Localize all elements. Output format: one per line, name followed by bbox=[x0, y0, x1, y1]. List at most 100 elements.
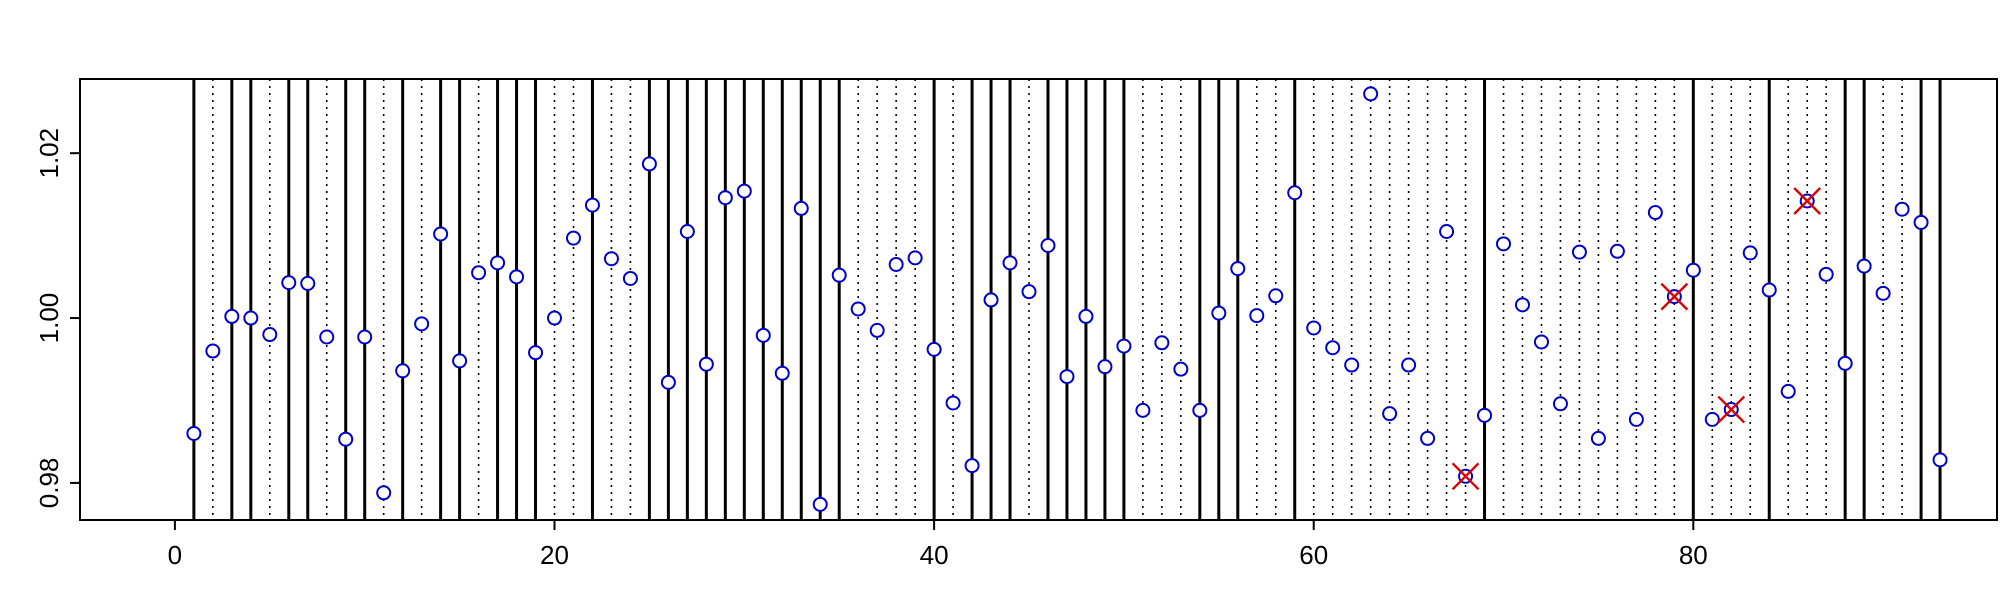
data-point bbox=[1192, 402, 1208, 418]
data-point bbox=[452, 353, 468, 369]
data-point bbox=[1363, 86, 1379, 102]
data-point bbox=[395, 363, 411, 379]
data-point bbox=[1571, 244, 1587, 260]
x-axis: 0 20 40 60 80 bbox=[168, 520, 1708, 570]
data-point bbox=[1932, 452, 1948, 468]
data-point bbox=[1116, 338, 1132, 354]
data-point bbox=[1040, 238, 1056, 254]
flag-x-marker bbox=[1717, 395, 1746, 424]
data-point bbox=[1097, 359, 1113, 375]
data-point bbox=[300, 275, 316, 291]
data-point bbox=[1249, 308, 1265, 324]
data-point bbox=[1325, 340, 1341, 356]
data-point bbox=[660, 374, 676, 390]
plot-frame bbox=[79, 78, 1998, 521]
data-point bbox=[831, 267, 847, 283]
data-point bbox=[1894, 201, 1910, 217]
flag-x-stroke bbox=[1793, 187, 1822, 215]
data-point bbox=[319, 329, 335, 345]
data-point bbox=[907, 250, 923, 266]
data-point bbox=[1173, 361, 1189, 377]
data-point bbox=[1344, 357, 1360, 373]
flag-x-marker bbox=[1793, 187, 1822, 215]
data-point bbox=[338, 431, 354, 447]
y-tick-label: 1.02 bbox=[34, 128, 64, 179]
data-point bbox=[641, 156, 657, 172]
flag-x-stroke bbox=[1451, 462, 1480, 491]
flag-x-marker bbox=[1451, 462, 1480, 491]
data-point bbox=[1059, 369, 1075, 385]
data-point bbox=[471, 265, 487, 281]
data-point bbox=[1477, 407, 1493, 423]
data-point bbox=[622, 270, 638, 286]
data-point bbox=[1628, 411, 1644, 427]
data-point bbox=[243, 310, 259, 326]
flagged-markers bbox=[1451, 187, 1822, 491]
data-point bbox=[1837, 355, 1853, 371]
data-point bbox=[1856, 258, 1872, 274]
data-point bbox=[1306, 320, 1322, 336]
data-point bbox=[983, 292, 999, 308]
data-point bbox=[1135, 402, 1151, 418]
data-point bbox=[1533, 334, 1549, 350]
data-point bbox=[717, 190, 733, 206]
data-point bbox=[433, 226, 449, 242]
data-point bbox=[186, 425, 202, 441]
x-tick-label: 60 bbox=[1299, 540, 1328, 570]
data-point bbox=[698, 356, 714, 372]
x-tick-label: 80 bbox=[1679, 540, 1708, 570]
data-point bbox=[1514, 297, 1530, 313]
data-point bbox=[509, 269, 525, 285]
data-point bbox=[1590, 430, 1606, 446]
data-point bbox=[926, 341, 942, 357]
dotted-vertical-lines bbox=[212, 79, 1903, 520]
data-point bbox=[850, 301, 866, 317]
data-point bbox=[1609, 243, 1625, 259]
data-point bbox=[1818, 266, 1834, 282]
data-point bbox=[736, 183, 752, 199]
data-point bbox=[376, 485, 392, 501]
data-point bbox=[1496, 236, 1512, 252]
data-point bbox=[547, 310, 563, 326]
data-point bbox=[793, 200, 809, 216]
data-point bbox=[281, 275, 297, 291]
data-point bbox=[888, 256, 904, 272]
data-point bbox=[357, 329, 373, 345]
data-point bbox=[679, 223, 695, 239]
data-point bbox=[1647, 205, 1663, 221]
data-point bbox=[1780, 383, 1796, 399]
data-point bbox=[414, 316, 430, 332]
data-point bbox=[1552, 396, 1568, 412]
y-tick-label: 0.98 bbox=[34, 458, 64, 509]
x-tick-label: 40 bbox=[920, 540, 949, 570]
x-tick-label: 0 bbox=[168, 540, 182, 570]
data-point bbox=[755, 327, 771, 343]
flag-x-marker bbox=[1660, 282, 1689, 311]
data-point bbox=[1439, 223, 1455, 239]
data-point bbox=[565, 230, 581, 246]
data-point bbox=[1002, 255, 1018, 271]
data-point bbox=[1211, 305, 1227, 321]
data-point bbox=[1761, 282, 1777, 298]
data-point bbox=[528, 345, 544, 361]
data-point bbox=[490, 255, 506, 271]
data-point bbox=[224, 308, 240, 324]
data-point bbox=[774, 365, 790, 381]
data-point bbox=[1420, 430, 1436, 446]
data-point bbox=[1078, 308, 1094, 324]
flag-x-stroke bbox=[1717, 395, 1746, 424]
data-point bbox=[964, 458, 980, 474]
data-point bbox=[869, 322, 885, 338]
y-tick-label: 1.00 bbox=[34, 293, 64, 344]
data-point bbox=[812, 496, 828, 512]
data-point bbox=[1021, 284, 1037, 300]
flag-x-stroke bbox=[1660, 282, 1689, 311]
x-tick-label: 20 bbox=[540, 540, 569, 570]
data-point bbox=[1704, 411, 1720, 427]
data-point bbox=[1230, 261, 1246, 277]
data-point bbox=[1742, 245, 1758, 261]
data-point bbox=[1875, 285, 1891, 301]
data-point bbox=[1401, 357, 1417, 373]
data-point bbox=[1154, 335, 1170, 351]
